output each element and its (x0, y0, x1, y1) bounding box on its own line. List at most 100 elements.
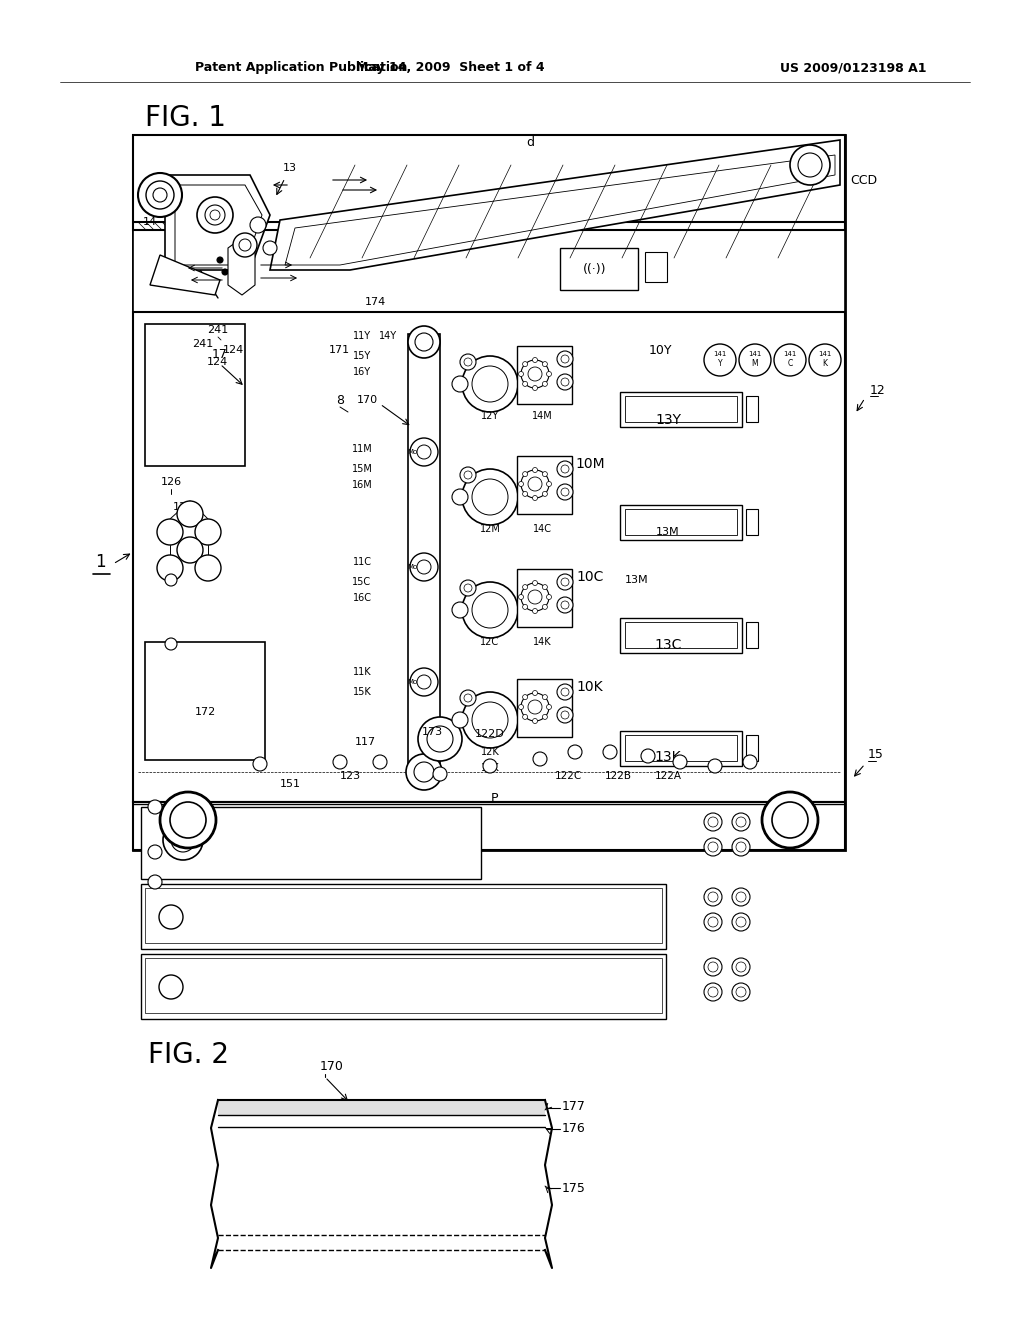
Circle shape (464, 358, 472, 366)
Text: 141: 141 (714, 351, 727, 356)
Text: 123: 123 (339, 771, 360, 781)
Bar (145, 888, 662, 942)
Circle shape (427, 726, 453, 752)
Circle shape (532, 467, 538, 473)
Circle shape (138, 173, 182, 216)
Text: 177: 177 (562, 1101, 586, 1114)
Circle shape (708, 917, 718, 927)
Circle shape (452, 602, 468, 618)
Circle shape (561, 688, 569, 696)
Text: 126: 126 (161, 477, 181, 487)
Bar (517, 569, 572, 627)
Circle shape (170, 803, 206, 838)
Circle shape (708, 892, 718, 902)
Circle shape (708, 759, 722, 774)
Circle shape (195, 519, 221, 545)
Circle shape (159, 906, 183, 929)
Circle shape (708, 817, 718, 828)
Polygon shape (270, 140, 840, 271)
Circle shape (518, 482, 523, 487)
Circle shape (452, 376, 468, 392)
Circle shape (543, 585, 548, 590)
Text: 170: 170 (357, 395, 378, 405)
Text: 15C: 15C (352, 577, 372, 587)
Circle shape (561, 465, 569, 473)
Circle shape (472, 479, 508, 515)
Circle shape (561, 711, 569, 719)
Circle shape (561, 601, 569, 609)
Circle shape (165, 638, 177, 649)
Text: 16K: 16K (480, 763, 500, 774)
Circle shape (534, 752, 547, 766)
Text: 10C: 10C (577, 570, 604, 583)
Text: K: K (822, 359, 827, 368)
Bar (625, 622, 737, 648)
Circle shape (732, 888, 750, 906)
Text: 12K: 12K (480, 747, 500, 756)
Text: Mo: Mo (407, 678, 417, 685)
Bar (620, 618, 742, 653)
Text: 11M: 11M (351, 444, 373, 454)
Circle shape (673, 755, 687, 770)
Bar (133, 135, 845, 850)
Text: ((·)): ((·)) (584, 263, 607, 276)
Bar (133, 312, 845, 803)
Circle shape (483, 759, 497, 774)
Circle shape (414, 762, 434, 781)
Circle shape (157, 554, 183, 581)
Text: 13: 13 (283, 162, 297, 173)
Text: 12M: 12M (479, 524, 501, 535)
Circle shape (743, 755, 757, 770)
Circle shape (522, 714, 527, 719)
Text: 15M: 15M (351, 465, 373, 474)
Text: 16C: 16C (352, 593, 372, 603)
Circle shape (798, 153, 822, 177)
Bar (625, 396, 737, 422)
Text: Mo: Mo (407, 449, 417, 455)
Circle shape (157, 519, 183, 545)
Circle shape (705, 345, 736, 376)
Text: 124: 124 (207, 356, 227, 367)
Circle shape (522, 605, 527, 610)
Bar (625, 510, 737, 535)
Text: FIG. 1: FIG. 1 (145, 104, 226, 132)
Circle shape (532, 385, 538, 391)
Bar (145, 642, 265, 760)
Circle shape (452, 488, 468, 506)
Circle shape (171, 828, 195, 851)
Circle shape (452, 711, 468, 729)
Circle shape (522, 585, 527, 590)
Circle shape (557, 484, 573, 500)
Circle shape (522, 694, 527, 700)
Circle shape (460, 354, 476, 370)
Circle shape (148, 875, 162, 888)
Circle shape (557, 461, 573, 477)
Text: 11Y: 11Y (353, 331, 371, 341)
Circle shape (239, 239, 251, 251)
Circle shape (736, 817, 746, 828)
Circle shape (217, 257, 223, 263)
Circle shape (708, 987, 718, 997)
Text: 141: 141 (749, 351, 762, 356)
Bar (620, 731, 742, 766)
Polygon shape (175, 185, 262, 265)
Circle shape (532, 609, 538, 614)
Circle shape (557, 684, 573, 700)
Circle shape (160, 792, 216, 847)
Circle shape (462, 356, 518, 412)
Circle shape (547, 594, 552, 599)
Text: 171: 171 (329, 345, 350, 355)
Text: 175: 175 (562, 1181, 586, 1195)
Circle shape (528, 700, 542, 714)
Circle shape (543, 714, 548, 719)
Circle shape (462, 469, 518, 525)
Circle shape (472, 591, 508, 628)
Circle shape (472, 366, 508, 403)
Circle shape (532, 718, 538, 723)
Circle shape (177, 537, 203, 564)
Circle shape (532, 358, 538, 363)
Circle shape (159, 975, 183, 999)
Circle shape (543, 605, 548, 610)
Bar (172, 236, 193, 288)
Bar (218, 1100, 545, 1115)
